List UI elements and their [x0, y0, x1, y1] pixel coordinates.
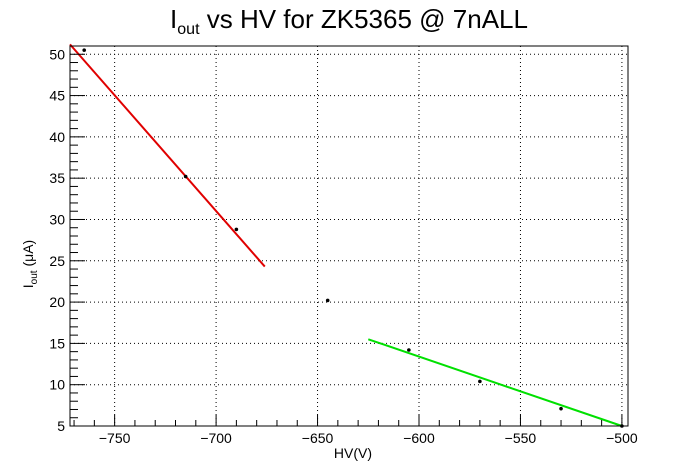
tick-layer: −750 −700 −650 −600 −550 −500 5 10 15 20 25 30 35 40 4…: [49, 45, 638, 446]
data-point: [325, 298, 330, 303]
point-layer: [82, 48, 624, 428]
y-tick-label: 5: [57, 418, 65, 434]
y-tick-label: 15: [49, 335, 65, 351]
data-point: [407, 348, 411, 352]
data-point: [234, 227, 239, 232]
title-suffix: vs HV for ZK5365 @ 7nALL: [199, 4, 528, 34]
y-tick-label: 10: [49, 377, 65, 393]
y-tick-label: 20: [49, 294, 65, 310]
grid-layer: [70, 46, 628, 427]
ylabel-prefix: I: [20, 284, 36, 288]
y-tick-label: 40: [49, 129, 65, 145]
fit-line: [69, 43, 266, 268]
x-tick-label: −750: [99, 430, 131, 446]
fit-layer: [69, 43, 623, 427]
fit-line: [367, 338, 623, 427]
y-axis-label: Iout (μA): [20, 240, 40, 288]
ylabel-subscript: out: [29, 270, 40, 284]
plot-frame: [69, 45, 629, 427]
title-subscript: out: [177, 21, 200, 39]
data-point: [478, 379, 482, 384]
y-tick-label: 35: [49, 170, 65, 186]
data-point: [183, 174, 188, 179]
x-axis-label: HV(V): [334, 445, 372, 461]
x-tick-label: −650: [302, 430, 334, 446]
y-tick-label: 30: [49, 211, 65, 227]
x-tick-label: −600: [403, 430, 435, 446]
title-prefix: I: [170, 4, 178, 34]
data-point: [559, 406, 563, 411]
x-tick-label: −500: [606, 430, 638, 446]
data-point: [82, 48, 87, 52]
ylabel-suffix: (μA): [20, 240, 36, 271]
y-tick-label: 25: [49, 253, 65, 269]
chart-title: Iout vs HV for ZK5365 @ 7nALL: [0, 4, 698, 39]
x-tick-label: −700: [200, 430, 232, 446]
x-tick-label: −550: [505, 430, 537, 446]
y-tick-label: 45: [49, 88, 65, 104]
y-tick-label: 50: [49, 46, 65, 62]
